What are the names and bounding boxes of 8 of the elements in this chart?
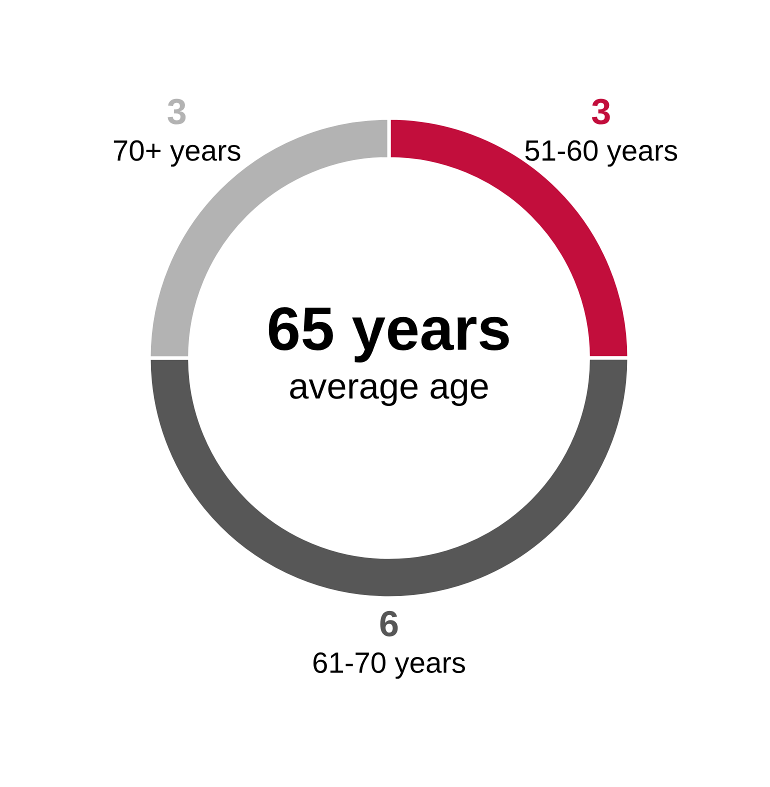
data-label: 3 xyxy=(592,98,610,124)
slice-label: 51-60 years xyxy=(525,140,678,167)
data-label: 6 xyxy=(380,610,398,636)
data-label: 3 xyxy=(168,98,186,124)
slice-label: 61-70 years xyxy=(313,652,465,679)
text: average age xyxy=(290,379,488,406)
slice-label: 70+ years xyxy=(114,140,240,167)
text: 65 years xyxy=(268,307,509,362)
